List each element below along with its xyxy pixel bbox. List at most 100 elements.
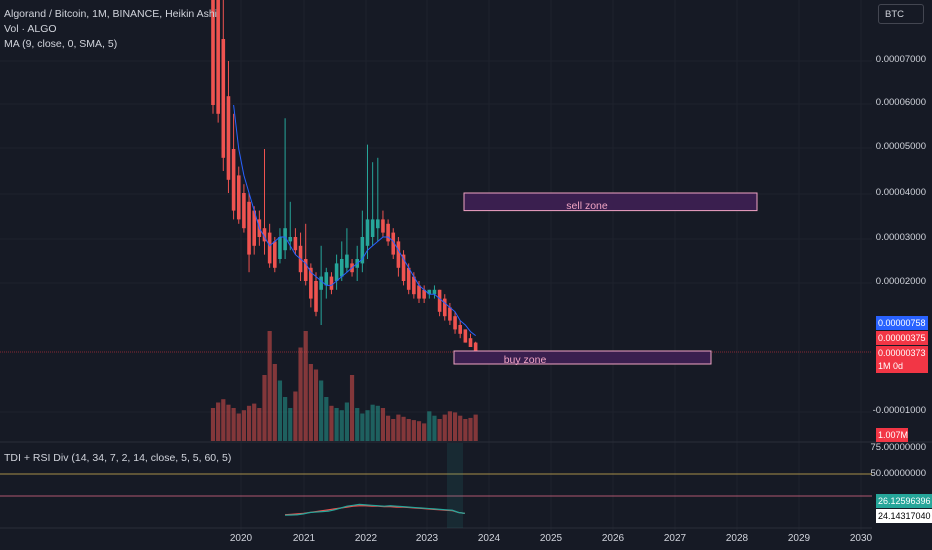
sell-zone-box bbox=[463, 192, 758, 212]
volume-bar bbox=[447, 411, 452, 441]
zones[interactable] bbox=[453, 192, 758, 365]
volume-bar bbox=[283, 397, 288, 441]
volume-bar bbox=[349, 375, 355, 441]
x-tick-2026: 2026 bbox=[601, 533, 625, 544]
volume-bar bbox=[344, 402, 349, 441]
candles bbox=[211, 0, 478, 354]
chart-title[interactable]: Algorand / Bitcoin, 1M, BINANCE, Heikin … bbox=[4, 8, 218, 20]
x-tick-2030: 2030 bbox=[849, 533, 873, 544]
tdi-panel bbox=[0, 443, 872, 528]
candle-body bbox=[236, 175, 241, 220]
tdi-axis-75: 75.00000000 bbox=[870, 442, 926, 453]
volume-bar bbox=[360, 413, 365, 441]
candle-body bbox=[242, 193, 246, 229]
volume-bar bbox=[246, 405, 252, 441]
volume-bar bbox=[313, 369, 319, 441]
close-price-tag: 0.00000373 bbox=[876, 346, 928, 360]
volume-bar bbox=[334, 408, 339, 441]
candle-body bbox=[406, 267, 411, 290]
candle-body bbox=[417, 285, 421, 299]
candle-body bbox=[453, 316, 457, 330]
price-label-30: 0.00003000 bbox=[875, 232, 926, 243]
candle-body bbox=[273, 241, 277, 268]
tdi-price-line bbox=[284, 503, 465, 516]
x-tick-2021: 2021 bbox=[292, 533, 316, 544]
candle-body bbox=[293, 237, 298, 251]
volume-bar bbox=[257, 408, 262, 441]
volume-bar bbox=[272, 364, 277, 441]
candle-body bbox=[412, 276, 416, 295]
volume-bar bbox=[355, 408, 360, 441]
volume-bar bbox=[396, 414, 401, 441]
x-tick-2027: 2027 bbox=[663, 533, 687, 544]
candle-body bbox=[365, 219, 370, 246]
volume-bar bbox=[303, 331, 308, 441]
candle-body bbox=[211, 0, 215, 105]
volume-bar bbox=[252, 403, 257, 441]
candle-body bbox=[376, 219, 380, 229]
ma-line bbox=[233, 104, 476, 337]
volume-bar bbox=[468, 417, 473, 441]
price-label-neg10: -0.00001000 bbox=[872, 405, 926, 416]
volume-bar bbox=[329, 405, 334, 441]
price-label-60: 0.00006000 bbox=[875, 97, 926, 108]
candle-body bbox=[247, 201, 251, 255]
x-tick-2020: 2020 bbox=[229, 533, 253, 544]
volume-bar bbox=[401, 416, 406, 441]
countdown-tag: 1M 0d bbox=[876, 359, 928, 373]
candle-body bbox=[226, 96, 231, 180]
volume-bar bbox=[432, 415, 437, 441]
volume-bars bbox=[210, 331, 478, 441]
volume-bar bbox=[380, 408, 386, 441]
candle-body bbox=[463, 329, 468, 343]
candle-body bbox=[309, 267, 313, 299]
price-label-20: 0.00002000 bbox=[875, 276, 926, 287]
volume-bar bbox=[427, 411, 432, 441]
candle-body bbox=[231, 149, 236, 211]
tdi-value-2-tag: 24.14317040 bbox=[876, 509, 932, 523]
tdi-axis-50: 50.00000000 bbox=[870, 468, 926, 479]
candle-body bbox=[252, 210, 256, 246]
volume-bar bbox=[324, 397, 329, 441]
volume-bar bbox=[231, 408, 236, 441]
price-label-50: 0.00005000 bbox=[875, 141, 926, 152]
tdi-value-1-tag: 26.12596396 bbox=[876, 494, 932, 508]
candle-body bbox=[458, 325, 462, 334]
candle-body bbox=[334, 263, 339, 281]
candle-body bbox=[468, 338, 473, 347]
volume-bar bbox=[386, 415, 391, 441]
x-tick-2024: 2024 bbox=[477, 533, 501, 544]
price-label-40: 0.00004000 bbox=[875, 187, 926, 198]
buy-zone-label: buy zone bbox=[503, 354, 547, 366]
candle-body bbox=[401, 254, 406, 281]
ma-legend[interactable]: MA (9, close, 0, SMA, 5) bbox=[4, 38, 118, 50]
volume-bar bbox=[422, 423, 427, 441]
currency-button[interactable]: BTC bbox=[878, 4, 924, 24]
x-tick-2028: 2028 bbox=[725, 533, 749, 544]
candle-body bbox=[314, 281, 318, 312]
candle-body bbox=[360, 237, 365, 264]
tdi-legend[interactable]: TDI + RSI Div (14, 34, 7, 2, 14, close, … bbox=[4, 452, 232, 464]
volume-bar bbox=[458, 415, 463, 441]
candle-body bbox=[386, 223, 390, 242]
sell-zone-label: sell zone bbox=[566, 200, 608, 212]
volume-bar bbox=[210, 408, 216, 441]
candle-body bbox=[303, 259, 308, 281]
volume-bar bbox=[221, 399, 226, 441]
candle-body bbox=[370, 219, 375, 237]
candle-body bbox=[221, 39, 226, 158]
buy-zone-box bbox=[453, 350, 712, 365]
volume-bar bbox=[339, 410, 344, 441]
volume-bar bbox=[293, 391, 298, 441]
volume-bar bbox=[308, 364, 313, 441]
candle-body bbox=[391, 232, 396, 255]
volume-bar bbox=[262, 375, 267, 441]
candle-body bbox=[288, 237, 293, 242]
volume-bar bbox=[236, 413, 241, 441]
candle-body bbox=[216, 0, 220, 114]
volume-bar bbox=[375, 405, 380, 441]
volume-bar bbox=[411, 420, 416, 441]
volume-legend[interactable]: Vol · ALGO bbox=[4, 23, 57, 35]
volume-bar bbox=[437, 419, 442, 441]
